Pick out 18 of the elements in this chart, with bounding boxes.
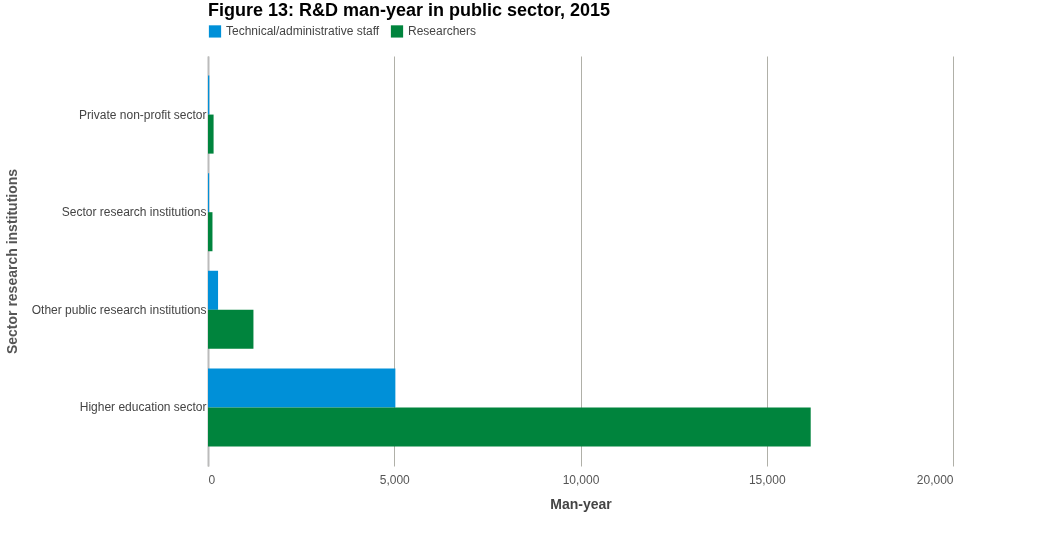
bar xyxy=(208,309,254,349)
x-tick-label: 5,000 xyxy=(379,472,411,487)
y-tick-label: Other public research institutions xyxy=(31,302,207,317)
legend-label: Technical/administrative staff xyxy=(226,24,380,39)
legend-label: Researchers xyxy=(408,24,477,39)
x-tick-label: 0 xyxy=(208,472,216,487)
bar xyxy=(208,368,396,408)
x-tick-label: 10,000 xyxy=(562,472,600,487)
bar xyxy=(208,114,214,154)
y-tick-label: Sector research institutions xyxy=(61,205,207,220)
bar xyxy=(208,270,219,310)
x-axis-title: Man-year xyxy=(550,495,613,512)
chart-title: Figure 13: R&D man-year in public sector, 2015 xyxy=(208,0,611,20)
x-tick-label: 15,000 xyxy=(748,472,786,487)
bar xyxy=(208,407,811,447)
y-tick-label: Private non-profit sector xyxy=(79,107,207,122)
y-tick-label: Higher education sector xyxy=(79,400,207,415)
x-tick-label: 20,000 xyxy=(916,472,954,487)
